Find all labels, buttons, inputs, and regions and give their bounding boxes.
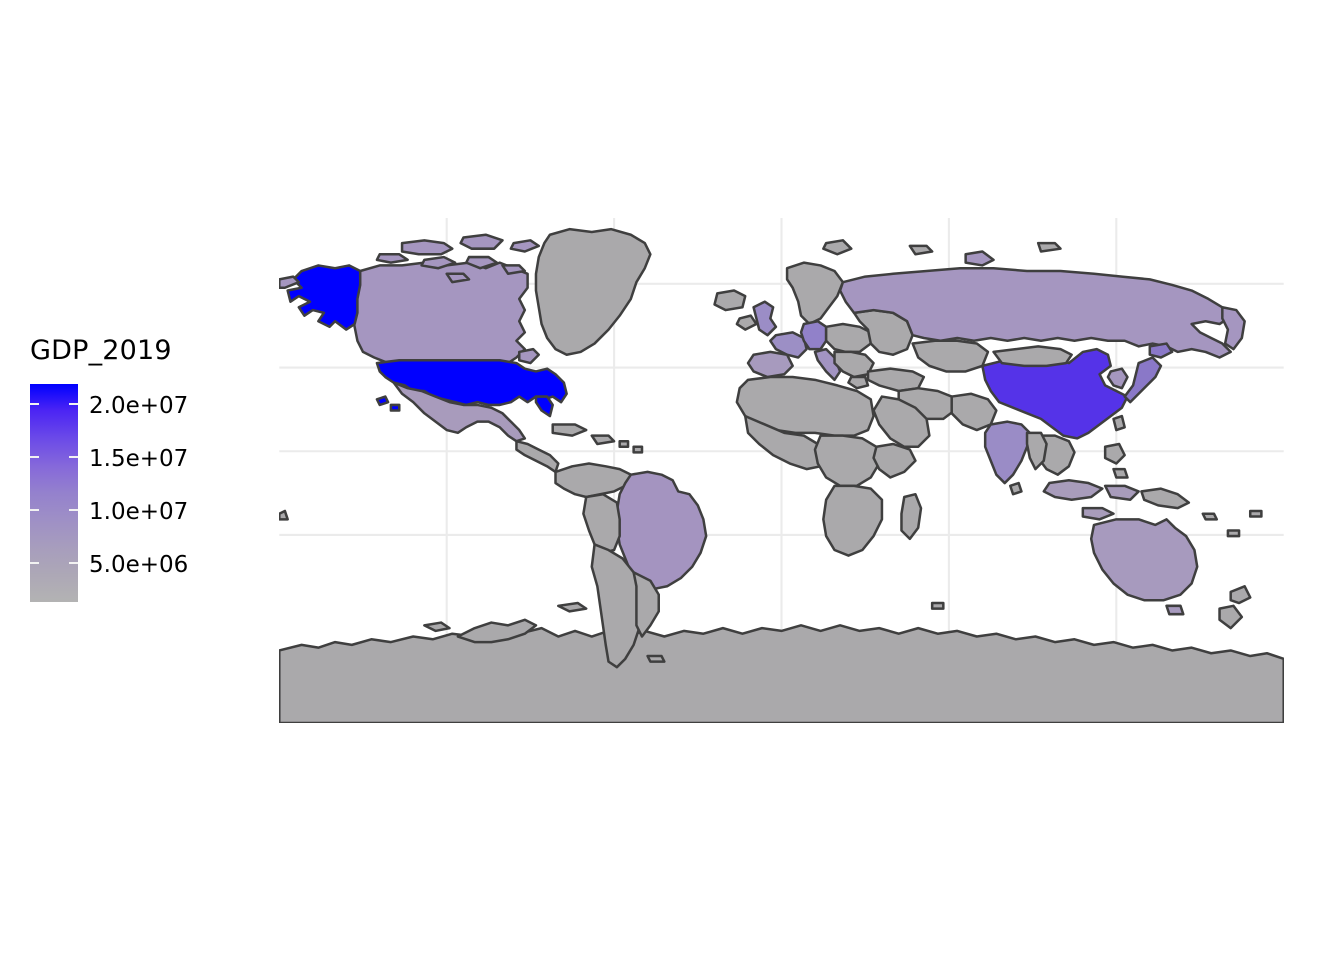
country-canada-arctic-islands <box>375 233 541 284</box>
country-myanmar <box>1025 431 1048 471</box>
country-taiwan <box>1112 414 1126 432</box>
country-ireland <box>735 314 758 331</box>
country-india <box>983 420 1032 485</box>
legend-colorbar <box>30 384 78 602</box>
country-spain-portugal <box>746 350 794 379</box>
legend-tick-right-1 <box>69 403 78 405</box>
country-iceland <box>713 289 747 312</box>
country-china <box>981 347 1129 440</box>
country-france <box>769 331 808 359</box>
country-hispaniola <box>590 434 616 446</box>
country-alaska-aleutians <box>279 275 301 290</box>
legend-label-2.0e+07: 2.0e+07 <box>89 393 189 419</box>
country-norway-sweden-finland <box>785 261 845 326</box>
legend-label-5.0e+06: 5.0e+06 <box>89 552 189 578</box>
country-central-africa <box>813 434 881 488</box>
country-greenland <box>534 227 652 356</box>
map-panel <box>279 218 1284 723</box>
country-canada <box>350 261 529 370</box>
country-east-africa <box>872 442 917 479</box>
legend-tick-right-3 <box>69 509 78 511</box>
country-hokkaido <box>1148 342 1174 359</box>
legend-label-1.0e+07: 1.0e+07 <box>89 499 189 525</box>
country-caribbean-islands <box>618 439 644 454</box>
country-falklands <box>646 654 666 663</box>
country-russia <box>838 266 1232 359</box>
country-pacific-island-3 <box>1248 509 1263 518</box>
country-arctic-island-1 <box>908 244 934 256</box>
country-chile-argentina <box>590 543 644 669</box>
country-uk <box>752 300 778 337</box>
legend-tick-left-3 <box>30 509 39 511</box>
legend-title: GDP_2019 <box>30 335 172 366</box>
country-peru-bolivia <box>582 492 621 555</box>
country-novaya-zemlya <box>964 250 995 267</box>
country-pacific-island-2 <box>1226 529 1241 538</box>
country-kamchatka <box>1221 306 1246 351</box>
country-new-zealand <box>1218 585 1252 630</box>
country-indonesia <box>1042 479 1140 521</box>
country-antarctic-peninsula <box>456 618 538 644</box>
country-pacific-island-4 <box>279 509 289 521</box>
legend-body: 2.0e+07 1.5e+07 1.0e+07 5.0e+06 <box>30 384 245 604</box>
legend-tick-right-2 <box>69 456 78 458</box>
country-antarctic-island-2 <box>557 601 588 613</box>
country-antarctic-island-1 <box>423 621 451 633</box>
country-poland-central-europe <box>824 322 873 354</box>
country-germany <box>799 319 828 351</box>
legend: GDP_2019 <box>30 334 245 604</box>
legend-label-1.5e+07: 1.5e+07 <box>89 446 189 472</box>
country-cuba <box>551 423 588 437</box>
country-new-guinea <box>1140 487 1191 510</box>
country-colombia-venezuela <box>554 462 633 499</box>
country-southern-africa <box>822 484 884 557</box>
country-arabia <box>872 395 931 449</box>
country-australia <box>1089 518 1199 602</box>
country-usa-alaska <box>286 264 362 331</box>
country-argentina-east <box>632 571 660 638</box>
country-newfoundland <box>517 347 541 365</box>
legend-tick-left-2 <box>30 456 39 458</box>
country-sri-lanka <box>1009 481 1023 496</box>
country-korea <box>1106 367 1129 390</box>
country-madagascar <box>900 492 923 541</box>
country-usa-hawaii <box>375 395 401 412</box>
country-greece <box>847 375 870 390</box>
legend-tick-right-4 <box>69 562 78 564</box>
country-arctic-island-2 <box>1036 241 1062 253</box>
legend-tick-left-4 <box>30 562 39 564</box>
world-choropleth-svg <box>279 218 1284 723</box>
country-mongolia <box>992 345 1073 368</box>
countries-layer <box>279 227 1284 723</box>
country-florida-tip <box>534 395 554 418</box>
legend-tick-left-1 <box>30 403 39 405</box>
country-philippines <box>1103 442 1129 479</box>
country-central-america <box>515 439 560 474</box>
country-antarctica <box>279 624 1284 723</box>
country-tasmania <box>1165 604 1185 616</box>
country-svalbard <box>822 239 853 256</box>
country-japan <box>1123 356 1163 404</box>
country-pacific-island-5 <box>930 601 945 610</box>
country-pacific-island-1 <box>1201 512 1219 521</box>
